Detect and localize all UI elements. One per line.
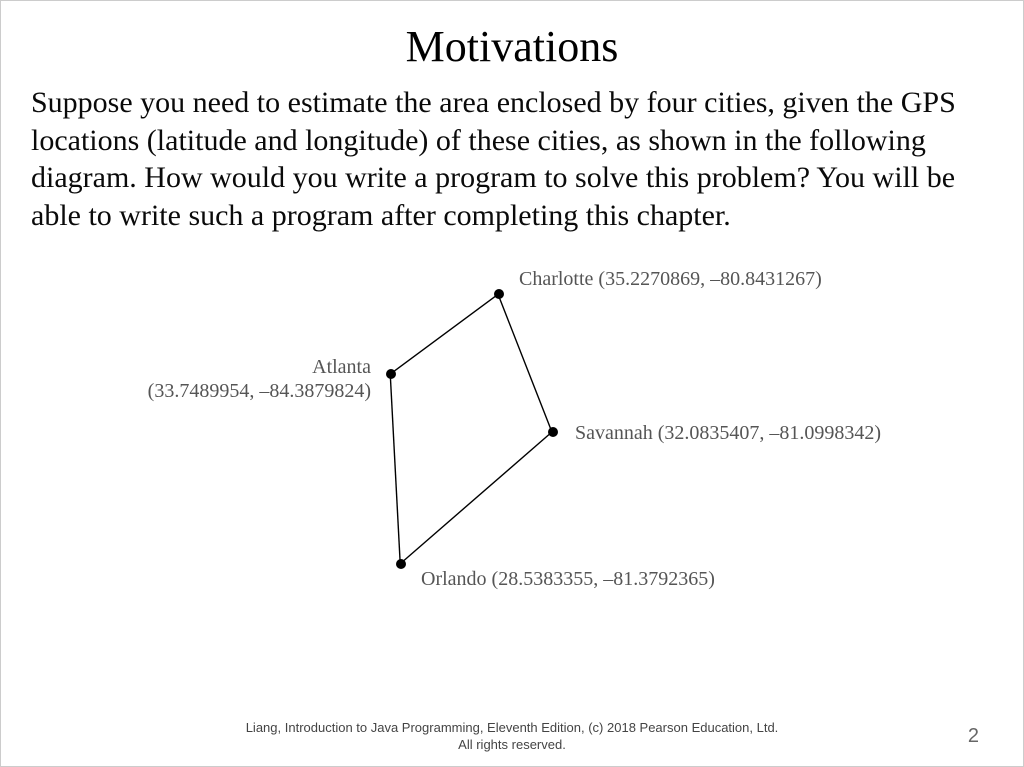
footer-line-2: All rights reserved.	[458, 737, 566, 752]
slide-footer: Liang, Introduction to Java Programming,…	[1, 720, 1023, 754]
city-diagram: Charlotte (35.2270869, –80.8431267) Atlan…	[1, 254, 1023, 614]
slide-title: Motivations	[1, 1, 1023, 84]
node-charlotte	[494, 289, 504, 299]
node-label-savannah: Savannah (32.0835407, –81.0998342)	[575, 422, 881, 445]
edge-charlotte-savannah	[498, 294, 552, 432]
slide-body-text: Suppose you need to estimate the area en…	[1, 84, 1023, 234]
edge-atlanta-charlotte	[390, 294, 498, 374]
extra-label-0: (33.7489954, –84.3879824)	[148, 380, 371, 403]
page-number: 2	[968, 725, 979, 748]
node-atlanta	[386, 369, 396, 379]
node-orlando	[396, 559, 406, 569]
node-savannah	[548, 427, 558, 437]
footer-line-1: Liang, Introduction to Java Programming,…	[246, 720, 779, 735]
node-label-charlotte: Charlotte (35.2270869, –80.8431267)	[519, 268, 822, 291]
node-label-atlanta: Atlanta	[312, 356, 371, 379]
edge-savannah-orlando	[400, 432, 552, 564]
node-label-orlando: Orlando (28.5383355, –81.3792365)	[421, 568, 715, 591]
edge-orlando-atlanta	[390, 374, 400, 564]
